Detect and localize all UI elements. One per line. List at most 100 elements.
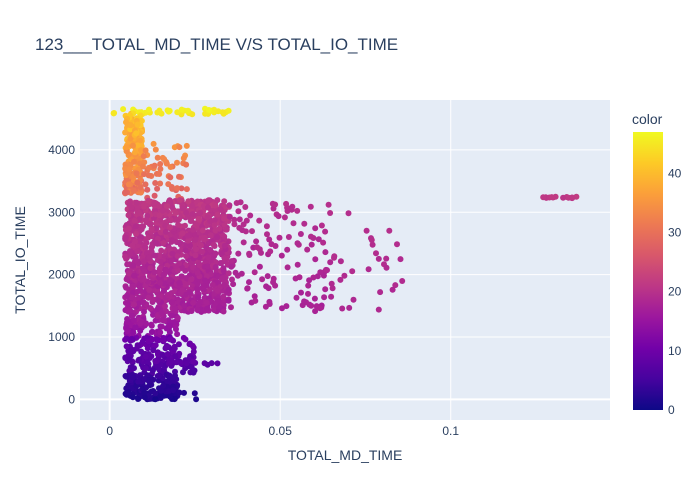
scatter-point [143,239,150,246]
scatter-point [157,166,164,172]
scatter-point [122,129,129,136]
scatter-point [122,253,129,260]
scatter-point [128,204,135,211]
scatter-point [189,111,196,118]
scatter-point [339,305,346,312]
scatter-point [198,242,204,249]
scatter-point [290,220,297,227]
scatter-point [194,281,201,287]
scatter-point [183,142,190,149]
scatter-point [337,258,344,265]
scatter-point [127,321,134,328]
scatter-point [152,180,159,186]
scatter-point [176,197,183,204]
scatter-point [147,221,154,227]
scatter-point [141,203,147,210]
scatter-point [180,369,186,376]
scatter-point [212,202,219,209]
scatter-point [199,227,206,234]
scatter-point [146,254,153,261]
scatter-point [166,322,173,329]
scatter-point [236,224,243,231]
scatter-point [283,303,290,310]
scatter-point [142,244,149,251]
scatter-point [236,216,243,223]
scatter-point [158,247,165,254]
colorbar-ticks: 0 10 20 30 40 [668,166,682,417]
x-tick-label: 0.1 [442,424,459,438]
scatter-point [160,239,167,246]
scatter-point [193,396,200,403]
scatter-point [158,309,165,316]
scatter-point [126,356,133,363]
scatter-point [266,298,273,305]
scatter-point [167,336,174,343]
scatter-point [156,203,163,210]
scatter-point [133,257,140,263]
scatter-point [327,259,334,266]
scatter-point [174,185,181,192]
scatter-point [147,305,154,312]
scatter-point [321,294,328,301]
scatter-point [174,159,180,166]
scatter-point [174,109,181,116]
scatter-point [144,345,151,352]
scatter-point [317,269,324,276]
scatter-point [137,184,144,191]
scatter-point [126,166,133,173]
scatter-point [331,254,337,261]
scatter-point [235,208,242,215]
colorbar: color 0 10 20 30 40 [632,111,682,417]
scatter-point [185,107,192,114]
scatter-point [225,286,232,293]
scatter-point [139,338,146,345]
scatter-point [225,270,232,277]
scatter-point [166,329,173,336]
scatter-point [191,390,198,397]
scatter-point [298,289,304,296]
scatter-point [328,280,335,287]
scatter-point [190,299,197,306]
scatter-point [307,203,314,210]
scatter-point [159,207,166,214]
scatter-point [173,263,179,270]
scatter-point [172,305,179,312]
scatter-point [134,142,141,149]
scatter-point [176,239,183,246]
scatter-point [134,248,141,255]
scatter-point [170,387,177,394]
scatter-point [263,223,270,230]
scatter-point [264,231,270,238]
scatter-point [272,282,279,289]
scatter-point [375,255,382,262]
scatter-point [127,135,134,142]
scatter-point [194,270,201,276]
scatter-point [249,228,255,235]
scatter-point [148,329,155,335]
scatter-point [140,153,147,160]
scatter-point [157,180,164,187]
scatter-point [221,198,228,205]
scatter-point [158,323,165,330]
scatter-point [168,358,174,365]
y-tick-label: 2000 [48,268,75,282]
scatter-point [188,217,195,224]
scatter-point [235,250,242,257]
scatter-point [141,258,147,265]
scatter-point [129,262,136,269]
scatter-point [312,225,319,232]
scatter-point [220,293,227,300]
scatter-point [125,181,132,188]
scatter-point [199,248,206,255]
scatter-points [110,105,580,403]
scatter-point [165,181,172,188]
scatter-point [285,234,292,240]
scatter-point [349,268,356,275]
scatter-point [157,258,164,265]
scatter-point [297,231,304,237]
scatter-point [211,222,218,229]
y-tick-label: 4000 [48,143,75,157]
scatter-point [134,121,141,128]
scatter-point [139,223,146,230]
scatter-point [137,320,144,327]
